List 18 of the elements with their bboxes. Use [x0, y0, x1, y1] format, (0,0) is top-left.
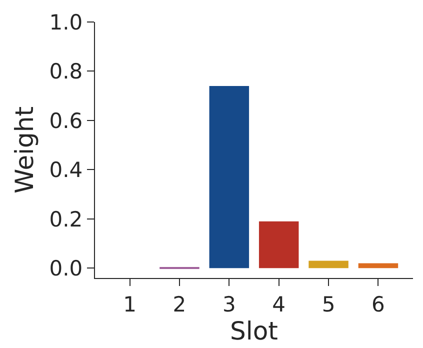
x-tick-label: 4 [272, 292, 286, 316]
x-tick-label: 5 [322, 292, 336, 316]
y-axis-title: Weight [10, 106, 39, 194]
x-tick-label: 3 [222, 292, 236, 316]
x-tick-label: 2 [172, 292, 186, 316]
x-axis-title: Slot [230, 316, 278, 346]
y-tick-label: 1.0 [49, 10, 83, 34]
bar [258, 221, 299, 268]
y-tick-label: 0.6 [49, 108, 83, 133]
bar [308, 260, 348, 268]
y-tick-label: 0.4 [49, 158, 83, 182]
x-tick-label: 6 [372, 292, 385, 316]
y-tick-label: 0.0 [49, 256, 83, 280]
bar [209, 86, 250, 268]
x-tick-label: 1 [123, 292, 136, 316]
y-tick-label: 0.2 [49, 207, 83, 232]
y-tick-label: 0.8 [49, 60, 83, 84]
bar [358, 263, 398, 268]
